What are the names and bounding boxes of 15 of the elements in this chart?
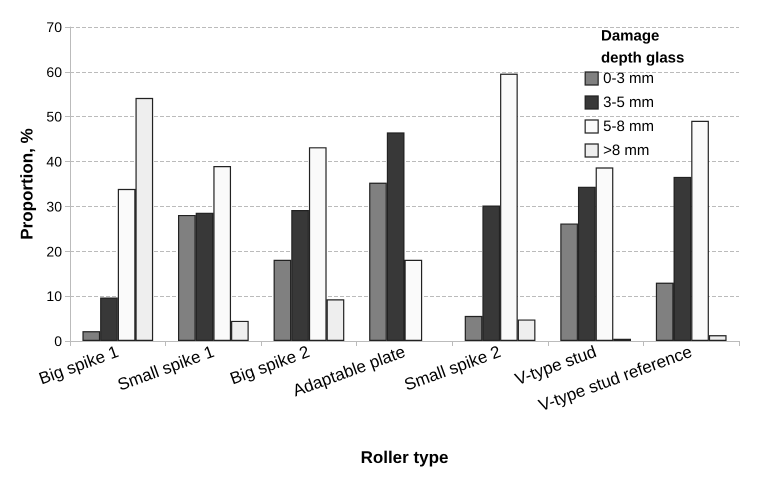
y-tick-label: 50	[46, 108, 62, 125]
y-axis-title: Proportion, %	[18, 128, 37, 240]
x-axis-title: Roller type	[360, 448, 448, 467]
legend-label: >8 mm	[603, 142, 650, 159]
y-tick-label: 0	[54, 333, 62, 349]
y-tick-label: 40	[46, 154, 62, 170]
y-tick-label: 30	[46, 198, 62, 214]
y-tick-label: 60	[46, 64, 62, 80]
legend-label: 0-3 mm	[603, 70, 654, 87]
y-tick-label: 10	[46, 288, 62, 304]
y-tick-label: 20	[46, 243, 62, 260]
legend-label: 3-5 mm	[603, 94, 654, 111]
legend-title: Damage depth glass	[601, 28, 684, 66]
legend-label: 5-8 mm	[603, 118, 654, 135]
y-tick-label: 70	[46, 19, 62, 35]
